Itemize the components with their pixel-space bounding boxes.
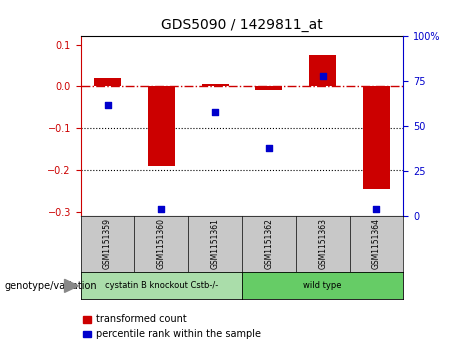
Bar [201,84,229,86]
Text: GSM1151362: GSM1151362 [265,218,273,269]
Text: genotype/variation: genotype/variation [5,281,97,291]
Text: GSM1151360: GSM1151360 [157,218,166,269]
Point [104,102,111,107]
Point [265,145,272,151]
Title: GDS5090 / 1429811_at: GDS5090 / 1429811_at [161,19,323,33]
Text: GSM1151364: GSM1151364 [372,218,381,269]
Point [212,109,219,115]
Text: wild type: wild type [303,281,342,290]
Text: GSM1151361: GSM1151361 [211,218,219,269]
Text: GSM1151359: GSM1151359 [103,218,112,269]
Bar [363,86,390,189]
Text: transformed count: transformed count [96,314,187,325]
Point [158,206,165,212]
Bar [255,86,282,90]
Point [319,73,326,79]
Bar [309,55,336,86]
Text: GSM1151363: GSM1151363 [318,218,327,269]
Text: cystatin B knockout Cstb-/-: cystatin B knockout Cstb-/- [105,281,218,290]
Text: percentile rank within the sample: percentile rank within the sample [96,329,261,339]
Point [373,206,380,212]
Bar [94,78,121,86]
Bar [148,86,175,166]
